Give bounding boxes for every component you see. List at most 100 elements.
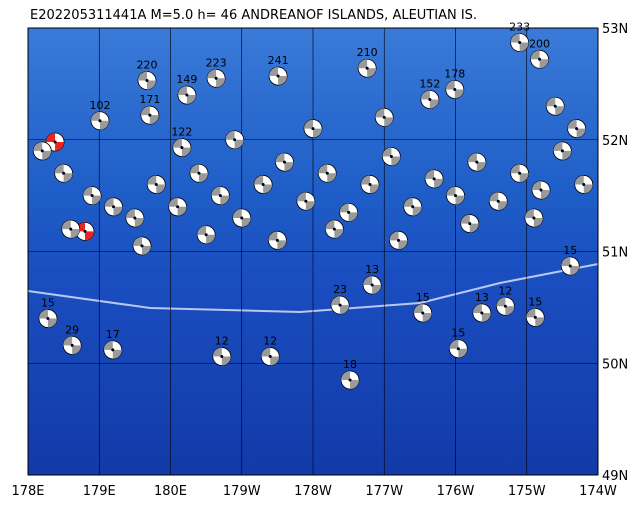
beachball	[420, 90, 440, 109]
ball-quadrant	[526, 308, 545, 327]
beachball	[330, 295, 350, 315]
beachball	[268, 66, 288, 86]
ball-center	[98, 119, 102, 123]
depth-label: 122	[171, 126, 192, 139]
lon-tick-label: 178E	[11, 484, 44, 499]
beachball	[460, 214, 480, 233]
ball-center	[62, 171, 66, 175]
beachball	[196, 225, 216, 245]
ball-quadrant	[413, 303, 432, 322]
beachball	[446, 186, 465, 206]
ball-quadrant	[460, 214, 479, 233]
depth-label: 13	[365, 263, 379, 276]
beachball	[61, 219, 81, 239]
ball-quadrant	[177, 86, 196, 105]
ball-quadrant	[168, 197, 187, 216]
ball-quadrant	[275, 153, 294, 172]
beachball	[324, 219, 344, 239]
depth-label: 220	[136, 59, 157, 72]
depth-label: 102	[89, 99, 110, 112]
ball-center	[148, 113, 152, 117]
map-frame	[27, 27, 599, 476]
ball-quadrant	[212, 347, 231, 366]
ball-center	[311, 127, 315, 131]
ball-quadrant	[567, 119, 586, 138]
ball-quadrant	[133, 236, 151, 255]
ball-quadrant	[546, 97, 565, 116]
ball-center	[382, 115, 386, 119]
beachball	[54, 163, 74, 183]
ball-quadrant	[61, 220, 80, 239]
depth-label: 13	[475, 291, 489, 304]
depth-label: 210	[357, 46, 378, 59]
ball-quadrant	[318, 164, 337, 183]
ball-quadrant	[225, 130, 244, 149]
ball-quadrant	[232, 208, 251, 227]
ball-center	[185, 93, 189, 97]
depth-label: 178	[444, 67, 465, 80]
ball-quadrant	[268, 231, 287, 250]
ball-quadrant	[375, 108, 394, 127]
ball-center	[214, 76, 218, 80]
depth-label: 12	[498, 284, 512, 297]
beachball	[510, 163, 530, 183]
ball-center	[475, 160, 479, 164]
ball-quadrant	[76, 222, 94, 241]
ball-quadrant	[207, 69, 226, 88]
beachball	[75, 221, 95, 241]
lon-tick-label: 175W	[508, 484, 546, 499]
ball-quadrant	[331, 296, 350, 315]
ball-quadrant	[147, 175, 166, 194]
beachball	[82, 186, 102, 206]
beachball	[210, 186, 230, 206]
beachball	[424, 169, 444, 189]
beachball	[260, 347, 280, 366]
beachball	[38, 309, 58, 328]
beachball	[168, 197, 188, 217]
depth-label: 17	[106, 328, 120, 341]
lon-tick-label: 178W	[294, 484, 332, 499]
ball-center	[261, 182, 265, 186]
ball-center	[538, 57, 542, 61]
ball-center	[453, 87, 457, 91]
beachball	[448, 339, 468, 359]
ball-center	[365, 66, 369, 70]
ball-center	[140, 244, 144, 248]
ball-quadrant	[54, 164, 73, 183]
ball-quadrant	[389, 231, 408, 250]
ball-center	[582, 182, 586, 186]
depth-label: 15	[528, 295, 542, 308]
ball-quadrant	[445, 80, 464, 99]
depth-label: 233	[509, 21, 530, 34]
ball-quadrant	[211, 186, 230, 205]
ball-quadrant	[38, 309, 57, 328]
ball-center	[532, 216, 536, 220]
beachball	[360, 175, 380, 194]
beachball	[104, 197, 123, 217]
beachball	[125, 208, 145, 228]
ball-quadrant	[261, 347, 280, 366]
ball-center	[397, 238, 400, 242]
beachball	[275, 152, 294, 172]
depth-label: 12	[263, 335, 277, 348]
depth-label: 171	[139, 93, 160, 106]
beachball	[177, 85, 197, 105]
beachball	[552, 141, 572, 161]
ball-center	[347, 210, 351, 214]
ball-center	[368, 182, 372, 186]
ball-center	[568, 264, 572, 268]
ball-center	[90, 194, 94, 198]
depth-label: 18	[343, 358, 357, 371]
depth-label: 15	[41, 297, 55, 310]
ball-quadrant	[172, 138, 191, 157]
ball-center	[276, 74, 280, 78]
ball-center	[283, 160, 286, 164]
beachball	[132, 236, 152, 256]
ball-quadrant	[446, 186, 465, 205]
beachball	[510, 33, 530, 52]
ball-quadrant	[341, 371, 360, 390]
trench-line	[27, 263, 599, 314]
beachball	[45, 132, 65, 152]
beachball	[530, 49, 549, 69]
